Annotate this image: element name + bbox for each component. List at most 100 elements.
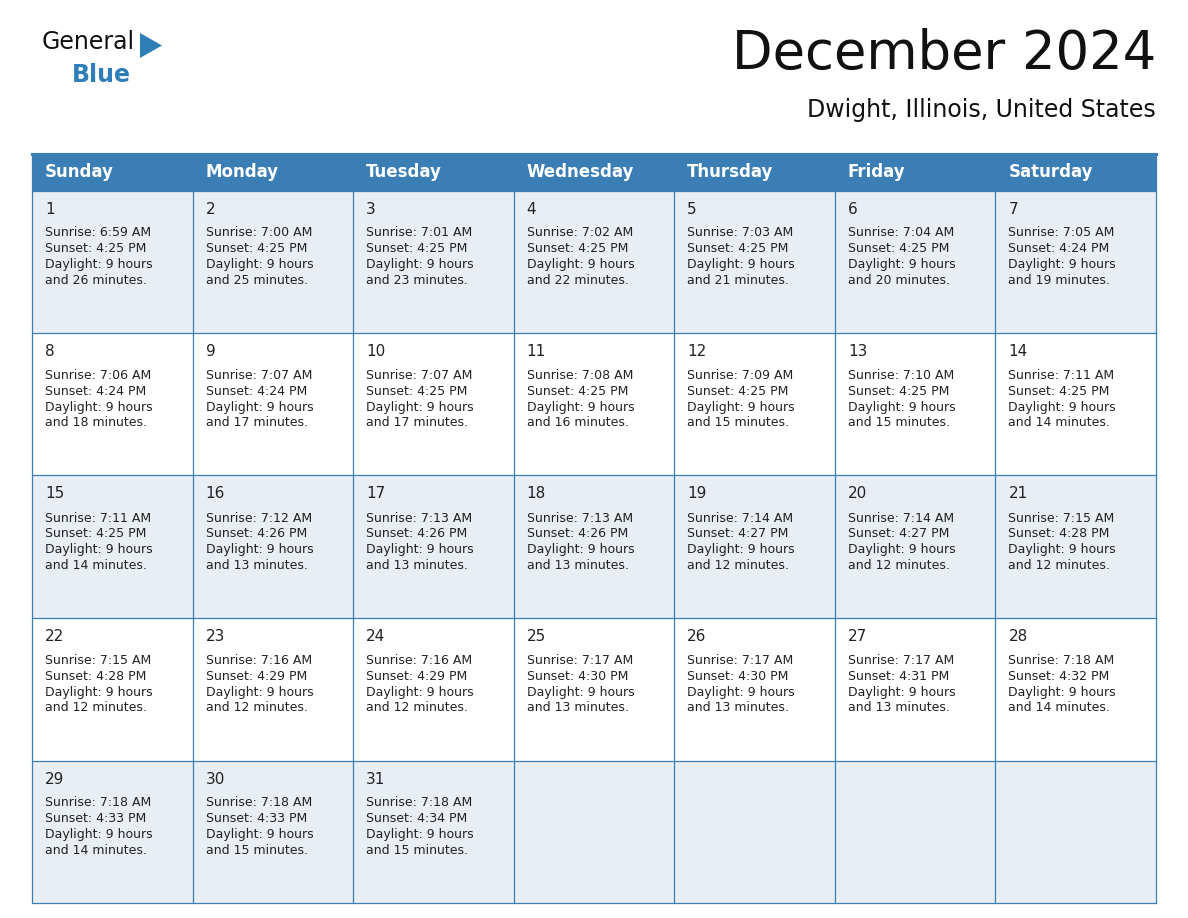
Text: and 19 minutes.: and 19 minutes. xyxy=(1009,274,1111,287)
Text: and 23 minutes.: and 23 minutes. xyxy=(366,274,468,287)
Text: 16: 16 xyxy=(206,487,225,501)
Text: Sunrise: 7:02 AM: Sunrise: 7:02 AM xyxy=(526,227,633,240)
Text: Sunrise: 7:07 AM: Sunrise: 7:07 AM xyxy=(366,369,473,382)
Text: 12: 12 xyxy=(688,344,707,359)
Text: Daylight: 9 hours: Daylight: 9 hours xyxy=(366,258,474,271)
Text: Daylight: 9 hours: Daylight: 9 hours xyxy=(688,258,795,271)
Text: Sunset: 4:29 PM: Sunset: 4:29 PM xyxy=(206,670,307,683)
Text: Daylight: 9 hours: Daylight: 9 hours xyxy=(526,686,634,699)
Text: and 12 minutes.: and 12 minutes. xyxy=(366,701,468,714)
Text: Sunset: 4:31 PM: Sunset: 4:31 PM xyxy=(848,670,949,683)
Text: Sunset: 4:27 PM: Sunset: 4:27 PM xyxy=(688,527,789,541)
Text: and 15 minutes.: and 15 minutes. xyxy=(366,844,468,856)
Text: Sunset: 4:33 PM: Sunset: 4:33 PM xyxy=(206,812,307,825)
Text: and 15 minutes.: and 15 minutes. xyxy=(848,417,950,430)
Text: Sunrise: 7:10 AM: Sunrise: 7:10 AM xyxy=(848,369,954,382)
Text: Sunrise: 7:14 AM: Sunrise: 7:14 AM xyxy=(848,511,954,524)
Text: Sunset: 4:24 PM: Sunset: 4:24 PM xyxy=(206,385,307,397)
Polygon shape xyxy=(140,33,162,58)
Text: and 12 minutes.: and 12 minutes. xyxy=(45,701,147,714)
Text: Daylight: 9 hours: Daylight: 9 hours xyxy=(366,828,474,841)
Text: Sunset: 4:25 PM: Sunset: 4:25 PM xyxy=(206,242,307,255)
Text: 6: 6 xyxy=(848,201,858,217)
Text: 9: 9 xyxy=(206,344,215,359)
Text: Sunset: 4:25 PM: Sunset: 4:25 PM xyxy=(1009,385,1110,397)
Text: Sunset: 4:26 PM: Sunset: 4:26 PM xyxy=(366,527,467,541)
Text: Sunrise: 7:15 AM: Sunrise: 7:15 AM xyxy=(1009,511,1114,524)
Text: Sunset: 4:25 PM: Sunset: 4:25 PM xyxy=(366,242,468,255)
Text: 18: 18 xyxy=(526,487,546,501)
Text: Sunrise: 7:00 AM: Sunrise: 7:00 AM xyxy=(206,227,312,240)
Text: and 13 minutes.: and 13 minutes. xyxy=(366,559,468,572)
Text: 8: 8 xyxy=(45,344,55,359)
Text: Daylight: 9 hours: Daylight: 9 hours xyxy=(848,258,955,271)
Text: 25: 25 xyxy=(526,629,546,644)
Text: Thursday: Thursday xyxy=(688,163,773,181)
Text: Daylight: 9 hours: Daylight: 9 hours xyxy=(1009,258,1116,271)
Text: Daylight: 9 hours: Daylight: 9 hours xyxy=(206,686,314,699)
Text: and 12 minutes.: and 12 minutes. xyxy=(1009,559,1111,572)
Text: and 18 minutes.: and 18 minutes. xyxy=(45,417,147,430)
Text: and 25 minutes.: and 25 minutes. xyxy=(206,274,308,287)
Text: Sunrise: 7:05 AM: Sunrise: 7:05 AM xyxy=(1009,227,1114,240)
Text: General: General xyxy=(42,30,135,54)
Text: Daylight: 9 hours: Daylight: 9 hours xyxy=(526,543,634,556)
Text: and 14 minutes.: and 14 minutes. xyxy=(1009,417,1111,430)
Text: Sunset: 4:32 PM: Sunset: 4:32 PM xyxy=(1009,670,1110,683)
Text: Sunset: 4:25 PM: Sunset: 4:25 PM xyxy=(688,385,789,397)
Text: Sunset: 4:25 PM: Sunset: 4:25 PM xyxy=(366,385,468,397)
Text: Daylight: 9 hours: Daylight: 9 hours xyxy=(45,400,152,414)
Text: Sunset: 4:24 PM: Sunset: 4:24 PM xyxy=(45,385,146,397)
Text: and 20 minutes.: and 20 minutes. xyxy=(848,274,950,287)
Text: Sunrise: 7:17 AM: Sunrise: 7:17 AM xyxy=(848,654,954,667)
Text: 10: 10 xyxy=(366,344,385,359)
Text: Daylight: 9 hours: Daylight: 9 hours xyxy=(526,258,634,271)
Text: Blue: Blue xyxy=(72,63,131,87)
Text: Sunrise: 7:17 AM: Sunrise: 7:17 AM xyxy=(688,654,794,667)
Text: 24: 24 xyxy=(366,629,385,644)
Text: 21: 21 xyxy=(1009,487,1028,501)
Text: Sunrise: 7:18 AM: Sunrise: 7:18 AM xyxy=(206,797,311,810)
Text: 15: 15 xyxy=(45,487,64,501)
Text: and 14 minutes.: and 14 minutes. xyxy=(1009,701,1111,714)
Text: and 14 minutes.: and 14 minutes. xyxy=(45,844,147,856)
Text: Sunrise: 7:09 AM: Sunrise: 7:09 AM xyxy=(688,369,794,382)
Text: Sunset: 4:25 PM: Sunset: 4:25 PM xyxy=(848,242,949,255)
Text: Saturday: Saturday xyxy=(1009,163,1093,181)
Text: 29: 29 xyxy=(45,771,64,787)
Text: Sunset: 4:30 PM: Sunset: 4:30 PM xyxy=(526,670,628,683)
Text: and 22 minutes.: and 22 minutes. xyxy=(526,274,628,287)
Text: Sunrise: 7:12 AM: Sunrise: 7:12 AM xyxy=(206,511,311,524)
Text: 20: 20 xyxy=(848,487,867,501)
Text: Sunrise: 7:08 AM: Sunrise: 7:08 AM xyxy=(526,369,633,382)
Bar xyxy=(32,760,1156,903)
Text: Sunset: 4:25 PM: Sunset: 4:25 PM xyxy=(526,242,628,255)
Text: Daylight: 9 hours: Daylight: 9 hours xyxy=(366,400,474,414)
Text: 30: 30 xyxy=(206,771,225,787)
Text: and 13 minutes.: and 13 minutes. xyxy=(526,559,628,572)
Text: Sunrise: 7:13 AM: Sunrise: 7:13 AM xyxy=(526,511,633,524)
Text: Sunrise: 7:17 AM: Sunrise: 7:17 AM xyxy=(526,654,633,667)
Text: Sunrise: 7:01 AM: Sunrise: 7:01 AM xyxy=(366,227,473,240)
Text: Sunday: Sunday xyxy=(45,163,114,181)
Text: and 13 minutes.: and 13 minutes. xyxy=(688,701,789,714)
Text: Daylight: 9 hours: Daylight: 9 hours xyxy=(1009,400,1116,414)
Text: and 14 minutes.: and 14 minutes. xyxy=(45,559,147,572)
Bar xyxy=(32,154,1156,191)
Text: Sunset: 4:25 PM: Sunset: 4:25 PM xyxy=(848,385,949,397)
Text: Daylight: 9 hours: Daylight: 9 hours xyxy=(206,258,314,271)
Text: Sunrise: 6:59 AM: Sunrise: 6:59 AM xyxy=(45,227,151,240)
Text: Sunset: 4:25 PM: Sunset: 4:25 PM xyxy=(688,242,789,255)
Text: Sunset: 4:33 PM: Sunset: 4:33 PM xyxy=(45,812,146,825)
Text: Sunrise: 7:11 AM: Sunrise: 7:11 AM xyxy=(1009,369,1114,382)
Text: Daylight: 9 hours: Daylight: 9 hours xyxy=(206,543,314,556)
Bar xyxy=(32,191,1156,333)
Text: 31: 31 xyxy=(366,771,386,787)
Text: 27: 27 xyxy=(848,629,867,644)
Text: Sunrise: 7:18 AM: Sunrise: 7:18 AM xyxy=(45,797,151,810)
Text: Daylight: 9 hours: Daylight: 9 hours xyxy=(45,543,152,556)
Text: and 15 minutes.: and 15 minutes. xyxy=(206,844,308,856)
Bar xyxy=(32,333,1156,476)
Text: 4: 4 xyxy=(526,201,536,217)
Text: 1: 1 xyxy=(45,201,55,217)
